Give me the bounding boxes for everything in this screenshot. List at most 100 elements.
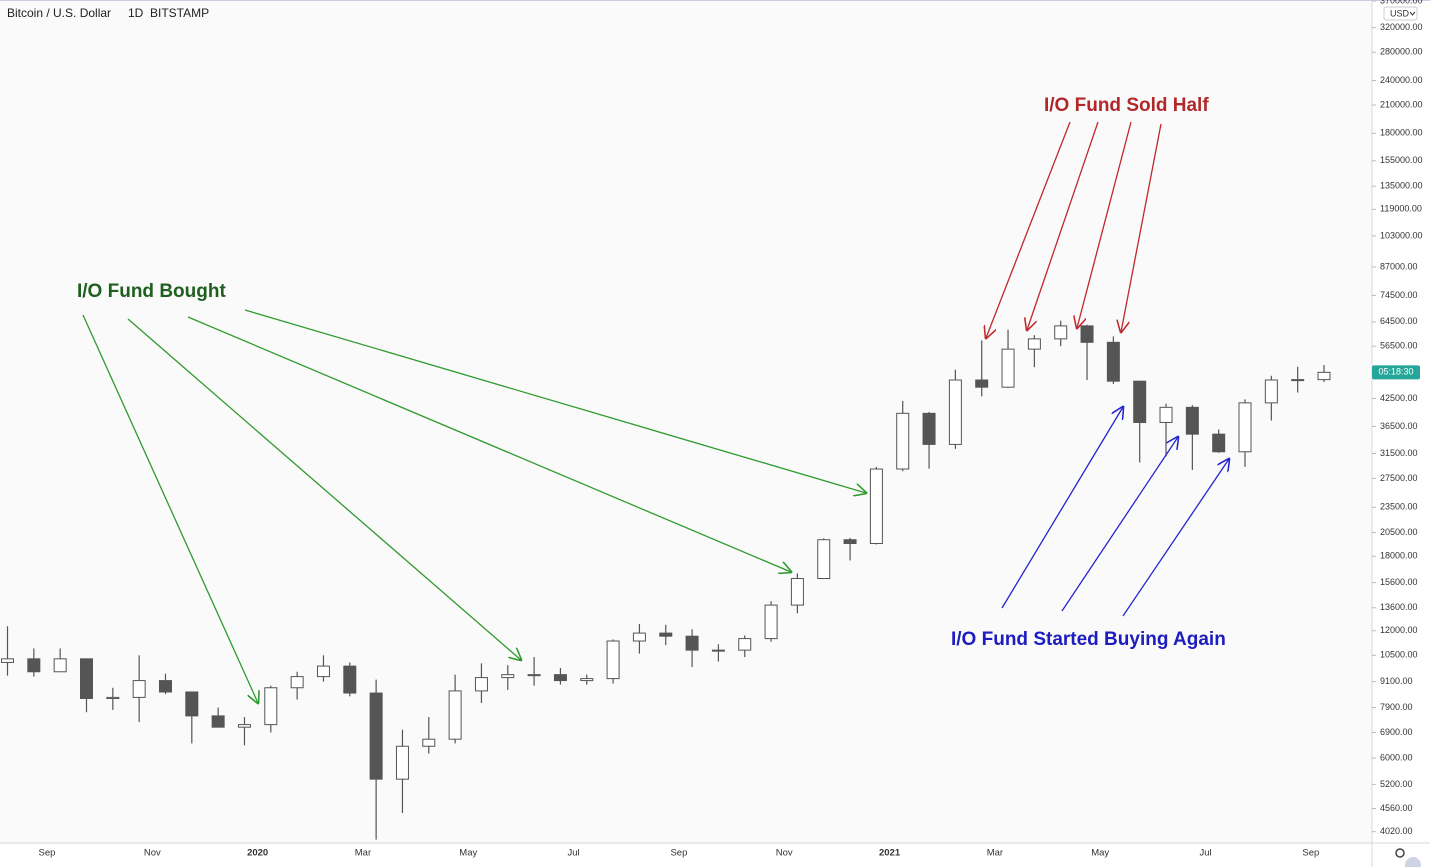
x-tick-label: Jul: [1199, 848, 1211, 859]
x-tick-label: Mar: [355, 848, 371, 859]
candle-body: [1238, 402, 1252, 453]
candle-body: [474, 677, 488, 692]
arrow: [244, 309, 866, 493]
y-tick-label: 87000.00: [1380, 261, 1418, 271]
candle-body: [685, 635, 699, 651]
x-tick-label: May: [1091, 848, 1109, 859]
y-tick-label: 36500.00: [1380, 421, 1418, 431]
arrow: [1121, 123, 1162, 332]
y-tick-label: 42500.00: [1380, 393, 1418, 403]
candle-body: [738, 638, 752, 651]
candle-body: [632, 632, 646, 642]
y-tick-label: 4020.00: [1380, 826, 1413, 836]
y-tick-label: 9100.00: [1380, 676, 1413, 686]
y-tick-label: 135000.00: [1380, 181, 1423, 191]
y-tick-label: 370000.00: [1380, 0, 1423, 5]
candle-body: [1291, 379, 1305, 382]
y-tick-label: 12000.00: [1380, 625, 1418, 635]
candle-body: [843, 539, 857, 544]
y-tick-label: 6900.00: [1380, 727, 1413, 737]
y-tick-label: 103000.00: [1380, 230, 1423, 240]
candle-body: [1264, 379, 1278, 404]
candle-body: [158, 680, 172, 693]
candle-body: [869, 468, 883, 544]
x-tick-label: Nov: [144, 848, 161, 859]
time-axis: [0, 843, 1430, 867]
arrow: [187, 316, 791, 572]
candle-body: [185, 691, 199, 717]
y-tick-label: 15600.00: [1380, 577, 1418, 587]
candle-body: [764, 604, 778, 640]
candle-body: [290, 676, 304, 689]
candle-body: [1185, 406, 1199, 435]
arrow: [1122, 459, 1229, 617]
candle-body: [1080, 325, 1094, 343]
candle-body: [922, 412, 936, 445]
countdown-tag: [1372, 365, 1420, 380]
candle-body: [1212, 433, 1226, 453]
candle-body: [1106, 341, 1120, 382]
scroll-button[interactable]: [1405, 857, 1421, 867]
y-tick-label: 56500.00: [1380, 341, 1418, 351]
arrow: [986, 121, 1071, 338]
candle-body: [264, 687, 278, 726]
y-tick-label: 4560.00: [1380, 803, 1413, 813]
price-axis: [1372, 0, 1430, 867]
candle-body: [395, 745, 409, 780]
candle-body: [343, 665, 357, 694]
arrow: [1027, 121, 1099, 330]
x-tick-label: 2021: [879, 848, 901, 859]
y-tick-label: 320000.00: [1380, 22, 1423, 32]
arrow: [1061, 437, 1178, 612]
y-tick-label: 20500.00: [1380, 527, 1418, 537]
interval[interactable]: 1D: [128, 6, 144, 20]
candle-body: [659, 632, 673, 637]
x-tick-label: Nov: [776, 848, 793, 859]
x-tick-label: Sep: [1302, 848, 1319, 859]
y-tick-label: 210000.00: [1380, 99, 1423, 109]
candle-body: [711, 649, 725, 652]
currency-button[interactable]: [1383, 6, 1418, 21]
settings-icon[interactable]: [1395, 848, 1421, 867]
candle-body: [106, 696, 120, 699]
y-tick-label: 64500.00: [1380, 316, 1418, 326]
arrows: [82, 121, 1229, 703]
arrow: [1077, 121, 1132, 328]
y-tick-label: 31500.00: [1380, 448, 1418, 458]
x-tick-label: May: [459, 848, 477, 859]
candle-body: [896, 412, 910, 470]
candle-body: [790, 578, 804, 606]
candle-body: [27, 658, 41, 673]
candle-body: [1001, 348, 1015, 388]
candle-body: [1159, 406, 1173, 423]
candle-body: [79, 658, 93, 699]
y-tick-label: 10500.00: [1380, 650, 1418, 660]
candle-body: [1133, 380, 1147, 423]
settings-icon[interactable]: [1395, 848, 1405, 858]
x-tick-label: Sep: [39, 848, 56, 859]
arrow: [1001, 407, 1123, 609]
y-tick-label: 280000.00: [1380, 47, 1423, 57]
y-tick-label: 240000.00: [1380, 75, 1423, 85]
candle-body: [580, 678, 594, 682]
y-tick-label: 119000.00: [1380, 204, 1422, 214]
candle-body: [553, 674, 567, 682]
candle-body: [527, 674, 541, 677]
candle-body: [53, 658, 67, 673]
candle-body: [132, 680, 146, 698]
y-tick-label: 74500.00: [1380, 290, 1418, 300]
dropdown-caret[interactable]: [1409, 11, 1416, 16]
candle-body: [1054, 325, 1068, 340]
y-tick-label: 7900.00: [1380, 702, 1413, 712]
x-tick-label: Sep: [670, 848, 687, 859]
countdown: 05:18:30: [1378, 367, 1413, 377]
y-tick-label: 155000.00: [1380, 155, 1423, 165]
arrow: [82, 314, 258, 703]
currency[interactable]: USD: [1390, 8, 1410, 18]
y-tick-label: 18000.00: [1380, 551, 1418, 561]
arrow: [127, 318, 521, 660]
symbol-title[interactable]: Bitcoin / U.S. Dollar: [7, 6, 111, 20]
y-tick-label: 13600.00: [1380, 602, 1418, 612]
candle-body: [1027, 338, 1041, 350]
